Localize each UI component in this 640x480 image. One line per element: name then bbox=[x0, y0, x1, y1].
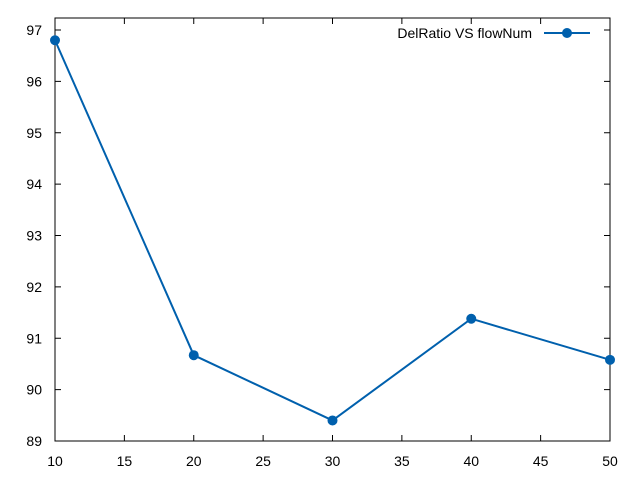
x-tick-label: 30 bbox=[325, 453, 341, 469]
y-tick-label: 91 bbox=[26, 330, 42, 346]
x-tick-label: 50 bbox=[602, 453, 618, 469]
y-tick-label: 94 bbox=[26, 176, 42, 192]
legend: DelRatio VS flowNum bbox=[397, 25, 590, 41]
legend-marker-sample bbox=[562, 28, 572, 38]
series-layer bbox=[50, 35, 615, 426]
x-tick-label: 35 bbox=[394, 453, 410, 469]
y-tick-label: 95 bbox=[26, 125, 42, 141]
data-point bbox=[327, 415, 338, 426]
data-point bbox=[50, 35, 60, 46]
legend-label: DelRatio VS flowNum bbox=[397, 25, 532, 41]
data-point bbox=[466, 313, 477, 324]
x-tick-label: 45 bbox=[533, 453, 549, 469]
x-tick-label: 40 bbox=[463, 453, 479, 469]
y-tick-label: 96 bbox=[26, 73, 42, 89]
x-tick-label: 20 bbox=[186, 453, 202, 469]
x-axis: 10 15 20 25 30 35 40 45 50 bbox=[47, 18, 618, 469]
data-point bbox=[188, 350, 199, 361]
y-tick-label: 92 bbox=[26, 279, 42, 295]
x-tick-label: 10 bbox=[47, 453, 63, 469]
y-tick-label: 89 bbox=[26, 433, 42, 449]
series-line bbox=[54, 39, 611, 422]
y-tick-label: 97 bbox=[26, 22, 42, 38]
y-tick-label: 90 bbox=[26, 382, 42, 398]
x-tick-label: 25 bbox=[255, 453, 271, 469]
y-axis: 89 90 91 92 93 94 95 96 97 bbox=[26, 22, 610, 449]
x-tick-label: 15 bbox=[117, 453, 133, 469]
data-point bbox=[605, 354, 615, 365]
y-tick-label: 93 bbox=[26, 228, 42, 244]
